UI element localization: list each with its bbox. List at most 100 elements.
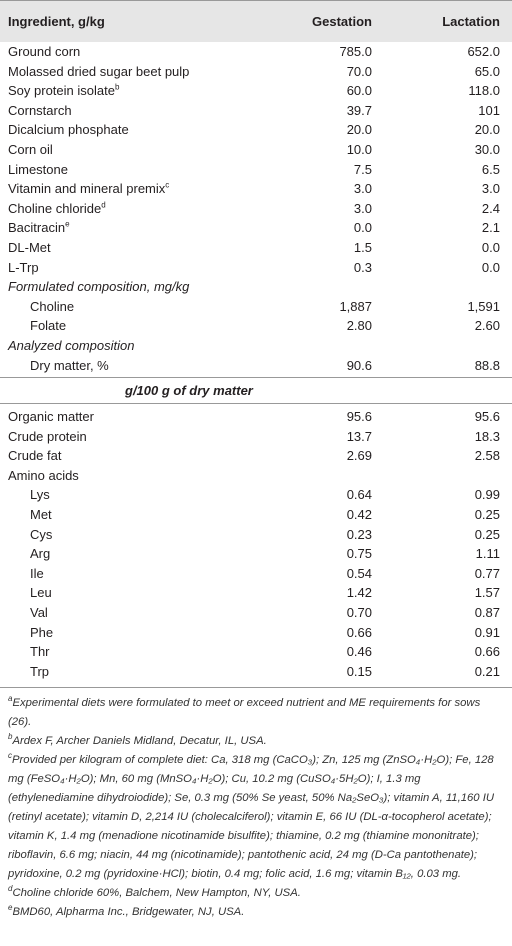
table-row: Thr 0.46 0.66	[0, 642, 512, 662]
gestation-cell: 39.7	[346, 102, 372, 118]
gestation-cell: 0.46	[346, 644, 372, 660]
footnote-mark: a	[8, 694, 13, 704]
table-row: Leu 1.42 1.57	[0, 583, 512, 603]
table-row: Choline chlorided 3.0 2.4	[0, 199, 512, 219]
lactation-cell: 0.0	[481, 239, 500, 255]
footnote-mark: b	[8, 732, 13, 742]
table-row: Phe 0.66 0.91	[0, 623, 512, 643]
ingredient-cell: Phe	[0, 623, 290, 643]
ingredient-label: Arg	[30, 546, 51, 562]
ingredient-label: Leu	[30, 585, 52, 601]
ingredient-label: Choline chloride	[8, 200, 102, 216]
ingredient-cell: Choline	[0, 297, 290, 317]
ingredient-label: Soy protein isolate	[8, 83, 115, 99]
footnote-text: Provided per kilogram of complete diet: …	[8, 754, 495, 881]
table-row: Ground corn 785.0 652.0	[0, 42, 512, 62]
ingredient-cell: Ground corn	[0, 42, 290, 62]
lactation-cell: 18.3	[474, 428, 500, 444]
gestation-cell: 10.0	[346, 141, 372, 157]
lactation-cell: 101	[478, 102, 500, 118]
lactation-cell: 0.66	[474, 644, 500, 660]
gestation-cell: 0.15	[346, 663, 372, 679]
table-row: Crude fat 2.69 2.58	[0, 446, 512, 466]
ingredient-label: DL-Met	[8, 239, 51, 255]
ingredient-label: Thr	[30, 644, 50, 660]
table-row: Vitamin and mineral premixc 3.0 3.0	[0, 179, 512, 199]
gestation-cell: 785.0	[339, 44, 372, 59]
footnote-mark: d	[8, 884, 13, 894]
lactation-cell: 118.0	[468, 83, 500, 99]
gestation-cell: 0.66	[346, 624, 372, 640]
lactation-cell: 0.87	[474, 605, 500, 621]
ingredient-label: Dicalcium phosphate	[8, 122, 129, 138]
table-row: L-Trp 0.3 0.0	[0, 258, 512, 278]
lactation-cell: 6.5	[481, 161, 500, 177]
table-row: Molassed dried sugar beet pulp 70.0 65.0	[0, 62, 512, 82]
footnotes: aExperimental diets were formulated to m…	[0, 688, 512, 922]
table-row: Dicalcium phosphate 20.0 20.0	[0, 120, 512, 140]
lactation-cell: 3.0	[481, 181, 500, 197]
footnote: bArdex F, Archer Daniels Midland, Decatu…	[8, 732, 504, 751]
lactation-cell: 2.60	[474, 318, 500, 334]
gestation-cell: 95.6	[346, 409, 372, 425]
table-row: Folate 2.80 2.60	[0, 316, 512, 336]
ingredient-label: Limestone	[8, 161, 68, 177]
table-row: Limestone 7.5 6.5	[0, 160, 512, 180]
ingredient-cell: Crude fat	[0, 446, 290, 466]
ingredient-cell: Bacitracine	[0, 218, 290, 238]
table-row: Soy protein isolateb 60.0 118.0	[0, 81, 512, 101]
gestation-cell: 0.54	[346, 565, 372, 581]
ingredient-cell: Vitamin and mineral premixc	[0, 179, 290, 199]
ingredient-label: Crude protein	[8, 428, 87, 444]
ingredient-cell: Corn oil	[0, 140, 290, 160]
table-row: Bacitracine 0.0 2.1	[0, 218, 512, 238]
header-cell: Lactation	[442, 14, 500, 29]
footnote-ref: e	[65, 220, 70, 230]
section-row: Analyzed composition	[0, 336, 512, 356]
gestation-cell: 0.0	[353, 220, 372, 236]
ingredient-label: L-Trp	[8, 259, 39, 275]
ingredient-label: Cornstarch	[8, 102, 72, 118]
lactation-cell: 65.0	[474, 63, 500, 79]
diet-table: Ingredient, g/kg Gestation Lactation Gro…	[0, 0, 512, 689]
table-row: Lys 0.64 0.99	[0, 485, 512, 505]
gestation-cell: 1.5	[353, 239, 372, 255]
ingredient-cell: Crude protein	[0, 427, 290, 447]
table-row: DL-Met 1.5 0.0	[0, 238, 512, 258]
ingredient-cell: Cys	[0, 525, 290, 545]
footnote-ref: c	[165, 180, 170, 190]
lactation-cell: 1.11	[475, 546, 500, 562]
ingredient-label: Phe	[30, 624, 54, 640]
table-row: Met 0.42 0.25	[0, 505, 512, 525]
ingredient-label: Folate	[30, 318, 67, 334]
gestation-cell: 13.7	[346, 428, 372, 444]
table-row: Corn oil 10.0 30.0	[0, 140, 512, 160]
gestation-cell: 0.3	[353, 259, 372, 275]
gestation-cell: 0.75	[346, 546, 372, 562]
footnote: dCholine chloride 60%, Balchem, New Hamp…	[8, 884, 504, 903]
lactation-cell: 88.8	[474, 357, 500, 373]
footnote-text: Experimental diets were formulated to me…	[8, 697, 481, 729]
section-row: Formulated composition, mg/kg	[0, 277, 512, 297]
lactation-cell: 0.99	[474, 487, 500, 503]
table-row: Arg 0.75 1.11	[0, 544, 512, 564]
gestation-cell: 0.64	[346, 487, 372, 503]
ingredient-label: Cys	[30, 526, 53, 542]
ingredient-label: Crude fat	[8, 448, 62, 464]
gestation-cell: 2.80	[346, 318, 372, 334]
ingredient-label: Bacitracin	[8, 220, 66, 236]
table-row: Choline 1,887 1,591	[0, 297, 512, 317]
ingredient-cell: L-Trp	[0, 258, 290, 278]
ingredient-cell: Val	[0, 603, 290, 623]
gestation-cell: 0.70	[346, 605, 372, 621]
ingredient-label: Lys	[30, 487, 50, 503]
ingredient-cell: Trp	[0, 662, 290, 682]
section-heading: Formulated composition, mg/kg	[8, 279, 190, 295]
gestation-cell: 70.0	[346, 63, 372, 79]
ingredient-cell: Organic matter	[0, 407, 290, 427]
footnote-text: Ardex F, Archer Daniels Midland, Decatur…	[12, 735, 267, 748]
gestation-cell: 1,887	[339, 298, 372, 314]
ingredient-cell: Lys	[0, 485, 290, 505]
gestation-cell: 20.0	[346, 122, 372, 138]
gestation-cell: 0.23	[346, 526, 372, 542]
